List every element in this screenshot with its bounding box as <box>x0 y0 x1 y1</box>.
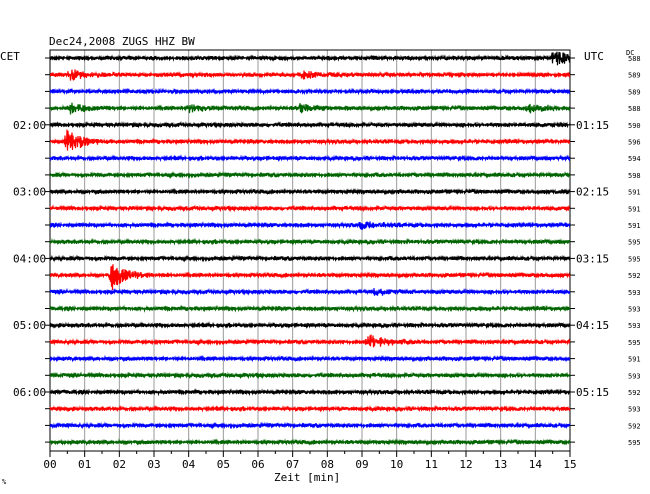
trace-line-row-13 <box>49 264 571 291</box>
x-tick-label: 09 <box>355 458 368 471</box>
x-axis-label: Zeit [min] <box>274 471 341 484</box>
left-time-label: 06:00 <box>13 386 46 399</box>
left-time-label: 02:00 <box>13 119 46 132</box>
dc-value: 591 <box>628 189 641 197</box>
trace-line-row-17 <box>49 334 571 348</box>
chart-title: Dec24,2008 ZUGS HHZ BW <box>49 35 195 48</box>
trace-line-row-9 <box>49 204 571 213</box>
right-time-label: 05:15 <box>576 386 609 399</box>
right-timezone-label: UTC <box>584 50 604 63</box>
dc-value: 593 <box>628 322 641 330</box>
trace-line-row-18 <box>49 354 571 363</box>
dc-value: 591 <box>628 356 641 364</box>
trace-line-row-11 <box>49 237 571 246</box>
left-time-label: 03:00 <box>13 186 46 199</box>
dc-value: 593 <box>628 306 641 314</box>
trace-line-row-16 <box>49 321 571 330</box>
trace-line-row-23 <box>49 438 571 446</box>
x-tick-label: 14 <box>529 458 543 471</box>
footnote-symbol: % <box>2 478 7 486</box>
x-tick-label: 01 <box>78 458 91 471</box>
trace-line-row-19 <box>49 371 571 380</box>
trace-line-row-6 <box>49 154 571 163</box>
dc-value: 598 <box>628 172 641 180</box>
trace-line-row-5 <box>49 129 571 151</box>
dc-value: 591 <box>628 205 641 213</box>
x-tick-label: 12 <box>459 458 472 471</box>
left-time-label: 05:00 <box>13 319 46 332</box>
trace-line-row-3 <box>49 102 571 115</box>
trace-line-row-21 <box>49 404 571 413</box>
dc-value: 588 <box>628 105 641 113</box>
x-tick-label: 06 <box>251 458 264 471</box>
dc-value: 592 <box>628 389 641 397</box>
x-tick-label: 11 <box>425 458 438 471</box>
trace-line-row-22 <box>49 421 571 430</box>
x-tick-label: 15 <box>563 458 576 471</box>
trace-line-row-20 <box>49 388 571 397</box>
right-time-label: 04:15 <box>576 319 609 332</box>
trace-line-row-8 <box>49 187 571 196</box>
dc-header-label: DC <box>626 49 635 57</box>
dc-value: 596 <box>628 139 641 147</box>
x-tick-label: 05 <box>217 458 230 471</box>
trace-line-row-2 <box>49 87 571 96</box>
dc-value: 590 <box>628 122 641 130</box>
trace-line-row-12 <box>49 254 571 263</box>
right-time-label: 02:15 <box>576 186 609 199</box>
dc-value: 593 <box>628 372 641 380</box>
dc-value: 595 <box>628 255 641 263</box>
right-time-label: 03:15 <box>576 252 609 265</box>
x-tick-label: 03 <box>147 458 160 471</box>
trace-line-row-1 <box>49 69 571 81</box>
x-tick-label: 13 <box>494 458 507 471</box>
dc-value: 595 <box>628 439 641 447</box>
dc-value: 592 <box>628 272 641 280</box>
trace-line-row-7 <box>49 170 571 180</box>
dc-value: 593 <box>628 289 641 297</box>
trace-line-row-4 <box>49 120 571 129</box>
right-time-label: 01:15 <box>576 119 609 132</box>
dc-value: 591 <box>628 222 641 230</box>
left-timezone-label: CET <box>0 50 20 63</box>
dc-value: 595 <box>628 239 641 247</box>
x-tick-label: 07 <box>286 458 299 471</box>
left-time-label: 04:00 <box>13 252 46 265</box>
x-tick-label: 00 <box>43 458 56 471</box>
trace-line-row-10 <box>49 221 571 230</box>
dc-value: 594 <box>628 155 641 163</box>
trace-line-row-14 <box>49 287 571 296</box>
dc-value: 588 <box>628 55 641 63</box>
x-tick-label: 02 <box>113 458 126 471</box>
dc-value: 593 <box>628 406 641 414</box>
dc-value: 589 <box>628 88 641 96</box>
dc-value: 589 <box>628 72 641 80</box>
x-tick-label: 08 <box>321 458 334 471</box>
x-tick-label: 10 <box>390 458 403 471</box>
dc-value: 595 <box>628 339 641 347</box>
trace-line-row-15 <box>49 304 571 313</box>
x-tick-label: 04 <box>182 458 196 471</box>
trace-line-row-0 <box>49 51 571 66</box>
dc-value: 592 <box>628 422 641 430</box>
